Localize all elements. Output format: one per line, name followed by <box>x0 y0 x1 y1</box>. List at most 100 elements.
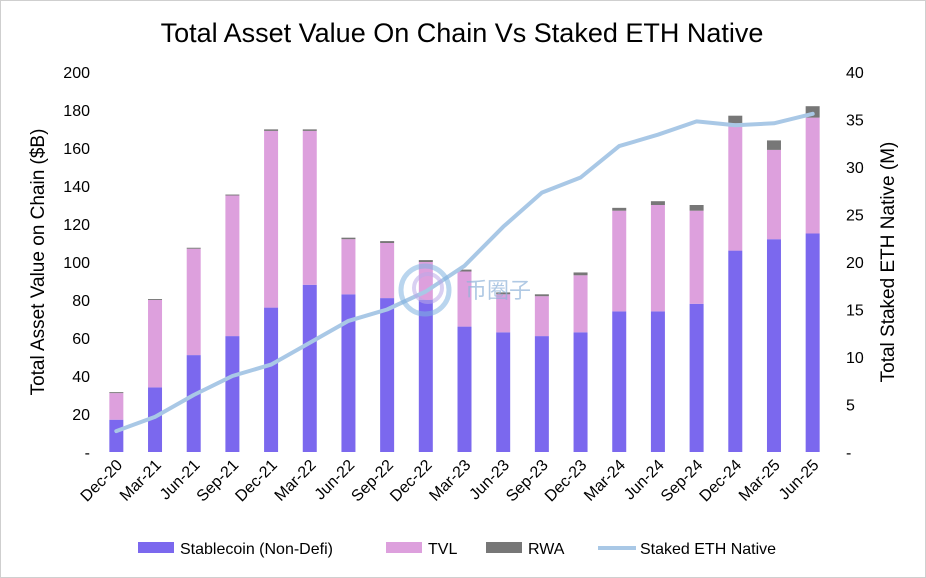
bar-stablecoin <box>148 387 163 452</box>
x-tick-label: Dec-22 <box>387 457 436 506</box>
x-tick-label: Mar-23 <box>426 457 474 505</box>
left-tick-label: - <box>85 445 90 462</box>
left-tick-label: 140 <box>63 179 90 196</box>
bar-rwa <box>728 115 743 124</box>
bar-rwa <box>109 392 124 394</box>
left-tick-label: 80 <box>72 293 90 310</box>
bar-stablecoin <box>380 298 395 452</box>
watermark-logo-inner-ring <box>412 272 444 304</box>
watermark-logo: 币圈子 <box>398 263 531 317</box>
legend-swatch <box>486 542 522 553</box>
bar-series-group <box>109 106 820 452</box>
bar-stablecoin <box>766 239 781 452</box>
right-tick-label: 20 <box>846 255 864 272</box>
bar-stablecoin <box>418 300 433 452</box>
bar-stablecoin <box>225 336 240 452</box>
left-axis-title: Total Asset Value on Chain ($B) <box>28 129 49 396</box>
legend-swatch <box>386 542 422 553</box>
bar-stablecoin <box>805 233 820 452</box>
bar-rwa <box>650 201 665 205</box>
legend: Stablecoin (Non-Defi) TVL RWA Staked ETH Na… <box>138 541 776 558</box>
bar-rwa <box>186 247 201 249</box>
bar-tvl <box>341 239 356 295</box>
staked-eth-line-group <box>114 111 815 434</box>
bar-stablecoin <box>341 294 356 452</box>
bar-tvl <box>380 243 395 299</box>
legend-label: Staked ETH Native <box>640 541 776 558</box>
right-tick-label: 10 <box>846 350 864 367</box>
bar-stablecoin <box>109 419 124 452</box>
legend-swatch <box>138 542 174 553</box>
bar-stablecoin <box>186 355 201 452</box>
bar-rwa <box>148 299 163 300</box>
bar-tvl <box>805 117 820 234</box>
watermark-logo-outer-ring <box>398 263 452 317</box>
x-tick-label: Dec-23 <box>542 457 591 506</box>
x-tick-label: Sep-21 <box>194 457 243 506</box>
bar-tvl <box>534 296 549 337</box>
legend-label: Stablecoin (Non-Defi) <box>180 541 333 558</box>
x-tick-label: Mar-21 <box>117 457 165 505</box>
left-tick-label: 120 <box>63 217 90 234</box>
bar-rwa <box>341 237 356 240</box>
right-tick-label: 25 <box>846 208 864 225</box>
bar-rwa <box>689 205 704 211</box>
legend-label: RWA <box>528 541 565 558</box>
bar-stablecoin <box>534 336 549 452</box>
bar-rwa <box>418 260 433 262</box>
bar-stablecoin <box>650 311 665 452</box>
right-axis-ticks: - 5 10 15 20 25 30 35 40 <box>846 65 864 462</box>
left-tick-label: 100 <box>63 255 90 272</box>
watermark-text: 币圈子 <box>465 279 531 304</box>
bar-tvl <box>186 248 201 356</box>
chart-title: Total Asset Value On Chain Vs Staked ETH… <box>161 18 764 48</box>
bar-tvl <box>496 294 511 333</box>
bar-stablecoin <box>264 307 279 452</box>
left-tick-label: 60 <box>72 331 90 348</box>
bar-rwa <box>264 129 279 131</box>
bar-tvl <box>766 149 781 240</box>
right-axis-title: Total Staked ETH Native (M) <box>878 142 899 383</box>
left-tick-label: 160 <box>63 141 90 158</box>
x-tick-label: Mar-24 <box>581 457 629 505</box>
bar-rwa <box>496 292 511 295</box>
left-tick-label: 180 <box>63 103 90 120</box>
bar-tvl <box>728 123 743 251</box>
x-tick-label: Sep-24 <box>658 457 707 506</box>
bar-stablecoin <box>689 303 704 452</box>
bar-tvl <box>225 195 240 337</box>
bar-rwa <box>380 241 395 243</box>
bar-tvl <box>689 210 704 304</box>
legend-label: TVL <box>428 541 457 558</box>
bar-rwa <box>302 129 317 131</box>
x-tick-label: Dec-21 <box>232 457 281 506</box>
x-tick-label: Mar-25 <box>736 457 784 505</box>
bar-stablecoin <box>728 250 743 452</box>
x-tick-label: Sep-23 <box>503 457 552 506</box>
right-tick-label: - <box>846 445 851 462</box>
right-tick-label: 5 <box>846 398 855 415</box>
right-tick-label: 35 <box>846 113 864 130</box>
left-tick-label: 200 <box>63 65 90 82</box>
right-tick-label: 15 <box>846 303 864 320</box>
left-tick-label: 20 <box>72 407 90 424</box>
bar-rwa <box>766 140 781 150</box>
bar-tvl <box>650 205 665 312</box>
bar-rwa <box>225 194 240 196</box>
bar-stablecoin <box>496 332 511 452</box>
x-tick-label: Mar-22 <box>272 457 320 505</box>
x-tick-label: Dec-20 <box>78 457 127 506</box>
bar-tvl <box>264 130 279 308</box>
bar-stablecoin <box>302 284 317 452</box>
bar-stablecoin <box>457 326 472 452</box>
right-tick-label: 40 <box>846 65 864 82</box>
bar-tvl <box>148 300 163 388</box>
right-tick-label: 30 <box>846 160 864 177</box>
left-axis-ticks: - 20 40 60 80 100 120 140 160 180 200 <box>63 65 90 462</box>
x-tick-label: Sep-22 <box>348 457 397 506</box>
left-tick-label: 40 <box>72 369 90 386</box>
x-axis-ticks: Dec-20Mar-21Jun-21Sep-21Dec-21Mar-22Jun-… <box>78 457 823 506</box>
bar-rwa <box>534 294 549 297</box>
x-tick-label: Dec-24 <box>697 457 746 506</box>
bar-tvl <box>302 130 317 285</box>
